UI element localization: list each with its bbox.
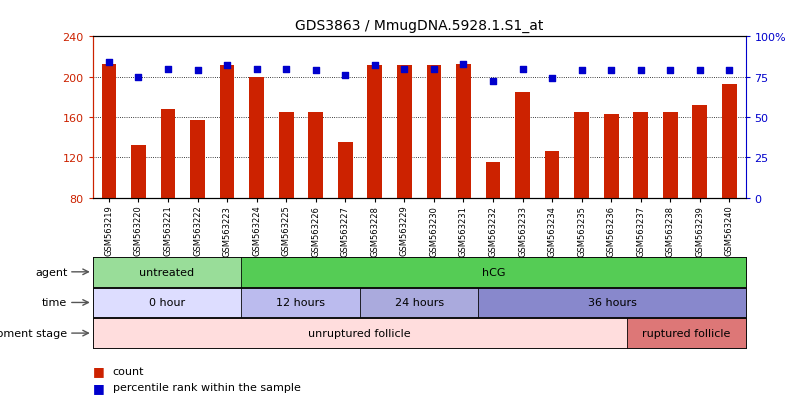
Bar — [102, 64, 116, 198]
Bar — [359, 288, 479, 318]
Bar — [241, 288, 359, 318]
Bar — [545, 152, 559, 198]
Bar — [692, 106, 707, 198]
Text: 12 hours: 12 hours — [276, 298, 325, 308]
Bar — [456, 64, 471, 198]
Text: count: count — [113, 366, 144, 376]
Bar — [309, 113, 323, 198]
Point — [132, 74, 145, 81]
Point — [516, 66, 529, 73]
Point — [191, 68, 204, 74]
Point — [102, 59, 115, 66]
Point — [457, 61, 470, 68]
Point — [368, 63, 381, 69]
Point — [250, 66, 263, 73]
Bar — [338, 143, 353, 198]
Point — [604, 68, 617, 74]
Bar — [131, 146, 146, 198]
Point — [161, 66, 174, 73]
Bar — [479, 288, 746, 318]
Text: ■: ■ — [93, 364, 105, 377]
Point — [310, 68, 322, 74]
Bar — [93, 318, 627, 348]
Text: percentile rank within the sample: percentile rank within the sample — [113, 382, 301, 392]
Text: development stage: development stage — [0, 328, 68, 338]
Bar — [426, 65, 441, 198]
Bar — [160, 109, 176, 198]
Text: hCG: hCG — [481, 267, 505, 277]
Text: agent: agent — [35, 267, 68, 277]
Point — [723, 68, 736, 74]
Bar — [241, 257, 746, 287]
Text: 0 hour: 0 hour — [149, 298, 185, 308]
Bar — [220, 65, 235, 198]
Bar — [634, 113, 648, 198]
Point — [634, 68, 647, 74]
Text: ruptured follicle: ruptured follicle — [642, 328, 730, 338]
Bar — [93, 288, 241, 318]
Bar — [722, 85, 737, 198]
Bar — [368, 65, 382, 198]
Point — [398, 66, 411, 73]
Bar — [663, 113, 678, 198]
Bar — [515, 93, 530, 198]
Text: 36 hours: 36 hours — [588, 298, 637, 308]
Point — [546, 76, 559, 82]
Point — [487, 79, 500, 85]
Point — [575, 68, 588, 74]
Text: ■: ■ — [93, 381, 105, 394]
Bar — [485, 163, 501, 198]
Bar — [604, 115, 618, 198]
Text: untreated: untreated — [139, 267, 194, 277]
Point — [280, 66, 293, 73]
Bar — [190, 121, 205, 198]
Title: GDS3863 / MmugDNA.5928.1.S1_at: GDS3863 / MmugDNA.5928.1.S1_at — [295, 19, 543, 33]
Point — [664, 68, 677, 74]
Bar — [574, 113, 589, 198]
Bar — [627, 318, 746, 348]
Text: time: time — [42, 298, 68, 308]
Bar — [279, 113, 293, 198]
Point — [693, 68, 706, 74]
Point — [339, 73, 351, 79]
Point — [221, 63, 234, 69]
Point — [427, 66, 440, 73]
Bar — [93, 257, 241, 287]
Bar — [249, 78, 264, 198]
Text: 24 hours: 24 hours — [395, 298, 443, 308]
Text: unruptured follicle: unruptured follicle — [309, 328, 411, 338]
Bar — [397, 65, 412, 198]
